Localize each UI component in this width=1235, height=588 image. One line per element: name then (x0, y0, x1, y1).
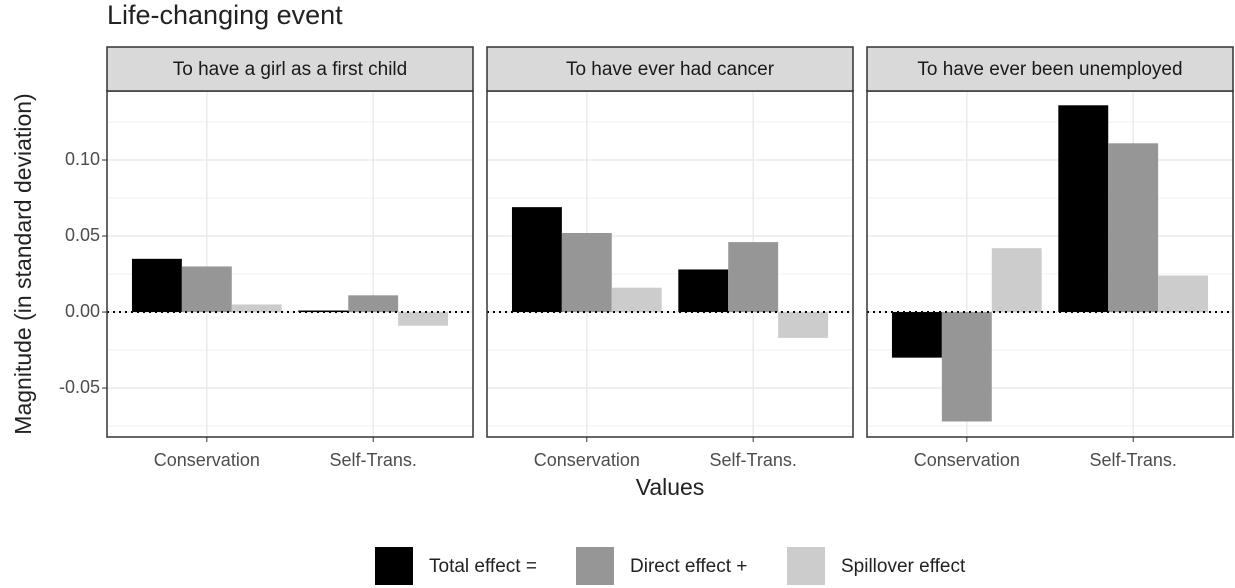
x-tick-label: Conservation (154, 450, 260, 470)
chart-title: Life-changing event (107, 0, 343, 30)
bar (131, 258, 182, 313)
legend-key (787, 547, 825, 585)
legend-key (375, 547, 413, 585)
facet-title: To have a girl as a first child (173, 59, 407, 80)
x-tick-label: Self-Trans. (330, 450, 417, 470)
y-axis-label: Magnitude (in standard deviation) (10, 93, 36, 434)
y-tick-label: 0.00 (65, 301, 100, 321)
x-tick-label: Self-Trans. (1090, 450, 1177, 470)
bar (891, 312, 942, 358)
bar (348, 295, 399, 313)
bar (511, 207, 562, 313)
legend-label: Spillover effect (841, 556, 966, 577)
bar (611, 287, 662, 313)
strip (866, 46, 1234, 92)
bar (1108, 143, 1159, 313)
panel-border (866, 90, 1234, 438)
bar (678, 269, 729, 313)
x-tick-label: Conservation (534, 450, 640, 470)
bar (561, 232, 612, 313)
bar (728, 242, 779, 313)
bar (181, 266, 232, 313)
bar (941, 312, 992, 422)
facet-title: To have ever been unemployed (917, 59, 1182, 80)
bar (991, 248, 1042, 313)
y-tick-label: -0.05 (59, 377, 100, 397)
strip (106, 46, 474, 92)
bar (778, 312, 829, 338)
y-tick-label: 0.10 (65, 149, 100, 169)
legend-label: Total effect = (429, 556, 537, 577)
bar (398, 312, 449, 326)
legend-label: Direct effect + (630, 556, 747, 577)
bar (1158, 275, 1209, 313)
legend-key (576, 547, 614, 585)
x-axis-label: Values (636, 474, 705, 500)
x-tick-label: Conservation (914, 450, 1020, 470)
facet-title: To have ever had cancer (566, 59, 775, 80)
bar (1058, 105, 1109, 313)
strip (486, 46, 854, 92)
x-tick-label: Self-Trans. (710, 450, 797, 470)
bar (231, 304, 282, 313)
y-tick-label: 0.05 (65, 225, 100, 245)
